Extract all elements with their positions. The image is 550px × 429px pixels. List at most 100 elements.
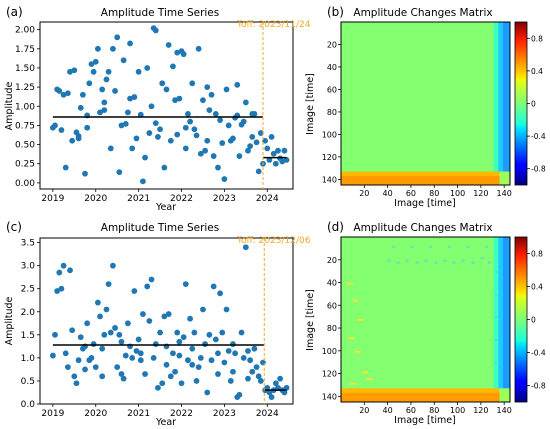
data-point — [262, 137, 269, 144]
data-point — [221, 176, 228, 182]
data-point — [112, 325, 118, 331]
heatmap-speckle — [387, 259, 391, 262]
data-point — [54, 288, 61, 294]
data-point — [253, 139, 260, 146]
data-point — [272, 380, 279, 387]
y-tick-label: 1.25 — [15, 83, 35, 93]
plot-frame — [340, 21, 511, 186]
colorbar-ticks: 0.8 0.4 0 -0.4 -0.8 — [527, 250, 546, 391]
x-tick-label: 2020 — [84, 194, 107, 204]
data-point — [240, 354, 247, 361]
y-ticks: 20 40 60 80 100 120 140 — [322, 40, 341, 184]
panel-b: (b) Amplitude Changes Matrix 20 40 60 80 100… — [305, 5, 546, 209]
y-axis-label: Image [time] — [305, 73, 316, 135]
data-point — [99, 373, 106, 380]
chart-title: Amplitude Changes Matrix — [353, 222, 492, 234]
heatmap-speckle — [466, 246, 470, 248]
data-point — [58, 127, 65, 133]
data-point — [185, 357, 191, 364]
heatmap-speckle — [346, 282, 353, 285]
data-point — [283, 156, 290, 163]
x-tick-label: 120 — [473, 189, 488, 198]
y-tick-label: 1.5 — [21, 331, 35, 341]
x-ticks: 20 40 60 80 100 120 140 — [359, 185, 512, 198]
colorbar-ticks: 0.8 0.4 0 -0.4 -0.8 — [527, 34, 546, 174]
y-tick-label: 80 — [327, 108, 337, 117]
y-tick-label: 2.00 — [15, 26, 35, 36]
data-point — [193, 132, 200, 139]
data-point — [202, 341, 208, 347]
data-point — [191, 126, 198, 133]
x-tick-label: 2023 — [213, 409, 236, 419]
data-point — [230, 341, 236, 347]
panel-label: (a) — [6, 5, 23, 19]
data-point — [167, 373, 174, 380]
y-tick-label: 140 — [322, 392, 337, 401]
x-tick-label: 20 — [359, 189, 369, 198]
data-point — [150, 354, 157, 361]
data-point — [58, 285, 65, 292]
data-point — [88, 61, 95, 68]
colorbar-tick-label: -0.4 — [531, 349, 546, 358]
data-point — [120, 57, 127, 64]
heatmap-speckle — [357, 318, 364, 321]
heatmap-speckle — [485, 246, 489, 248]
y-tick-label: 0.50 — [15, 141, 35, 151]
data-point — [64, 90, 71, 97]
data-point — [193, 378, 200, 384]
panel-a: (a) Amplitude Time Series 2019 2020 2021 20… — [4, 5, 311, 213]
data-point — [182, 124, 189, 131]
x-tick-label: 20 — [359, 406, 369, 415]
heatmap-speckle — [392, 246, 395, 248]
y-tick-label: 0.00 — [15, 179, 35, 189]
data-point — [257, 130, 264, 136]
heatmap-cells — [341, 22, 510, 185]
heatmap-speckle — [410, 246, 414, 248]
data-point — [155, 384, 161, 391]
heatmap-speckle — [443, 259, 447, 262]
x-tick-label: 60 — [406, 189, 416, 198]
data-point — [200, 306, 206, 313]
data-point — [109, 262, 116, 269]
data-point — [60, 262, 67, 269]
data-point — [170, 350, 176, 357]
heatmap-column-band — [503, 22, 510, 172]
data-point — [204, 389, 211, 396]
data-point — [255, 168, 262, 175]
data-point — [140, 311, 146, 317]
data-point — [135, 336, 142, 343]
data-point — [77, 334, 84, 341]
data-point — [116, 169, 123, 176]
panel-label: (c) — [6, 220, 22, 234]
data-point — [146, 318, 153, 324]
data-point — [257, 378, 264, 384]
plot-frame — [340, 236, 511, 403]
data-point — [225, 348, 232, 354]
y-tick-label: 40 — [327, 279, 337, 288]
heatmap-speckle — [396, 262, 400, 264]
data-point — [270, 150, 277, 157]
x-tick-label: 2024 — [256, 409, 279, 419]
points — [49, 25, 290, 185]
data-point — [125, 320, 131, 327]
data-point — [182, 145, 189, 152]
x-tick-label: 2021 — [127, 194, 150, 204]
data-point — [84, 124, 91, 131]
x-tick-label: 2022 — [170, 194, 193, 204]
x-tick-label: 120 — [473, 406, 488, 415]
data-point — [174, 329, 181, 336]
chart-title: Amplitude Changes Matrix — [353, 7, 492, 19]
data-point — [84, 320, 91, 327]
heatmap-speckle — [354, 350, 361, 353]
data-point — [103, 306, 110, 313]
data-point — [165, 311, 172, 317]
data-point — [195, 45, 202, 52]
y-ticks: 0.00 0.25 0.50 0.75 1.00 1.25 1.50 1.75 2.00 — [15, 26, 40, 189]
x-tick-label: 2021 — [127, 409, 150, 419]
data-point — [129, 354, 136, 361]
data-point — [245, 147, 251, 154]
data-point — [174, 131, 181, 138]
data-point — [52, 122, 58, 129]
x-ticks: 2019 2020 2021 2022 2023 2024 — [41, 404, 279, 419]
data-point — [109, 45, 116, 52]
